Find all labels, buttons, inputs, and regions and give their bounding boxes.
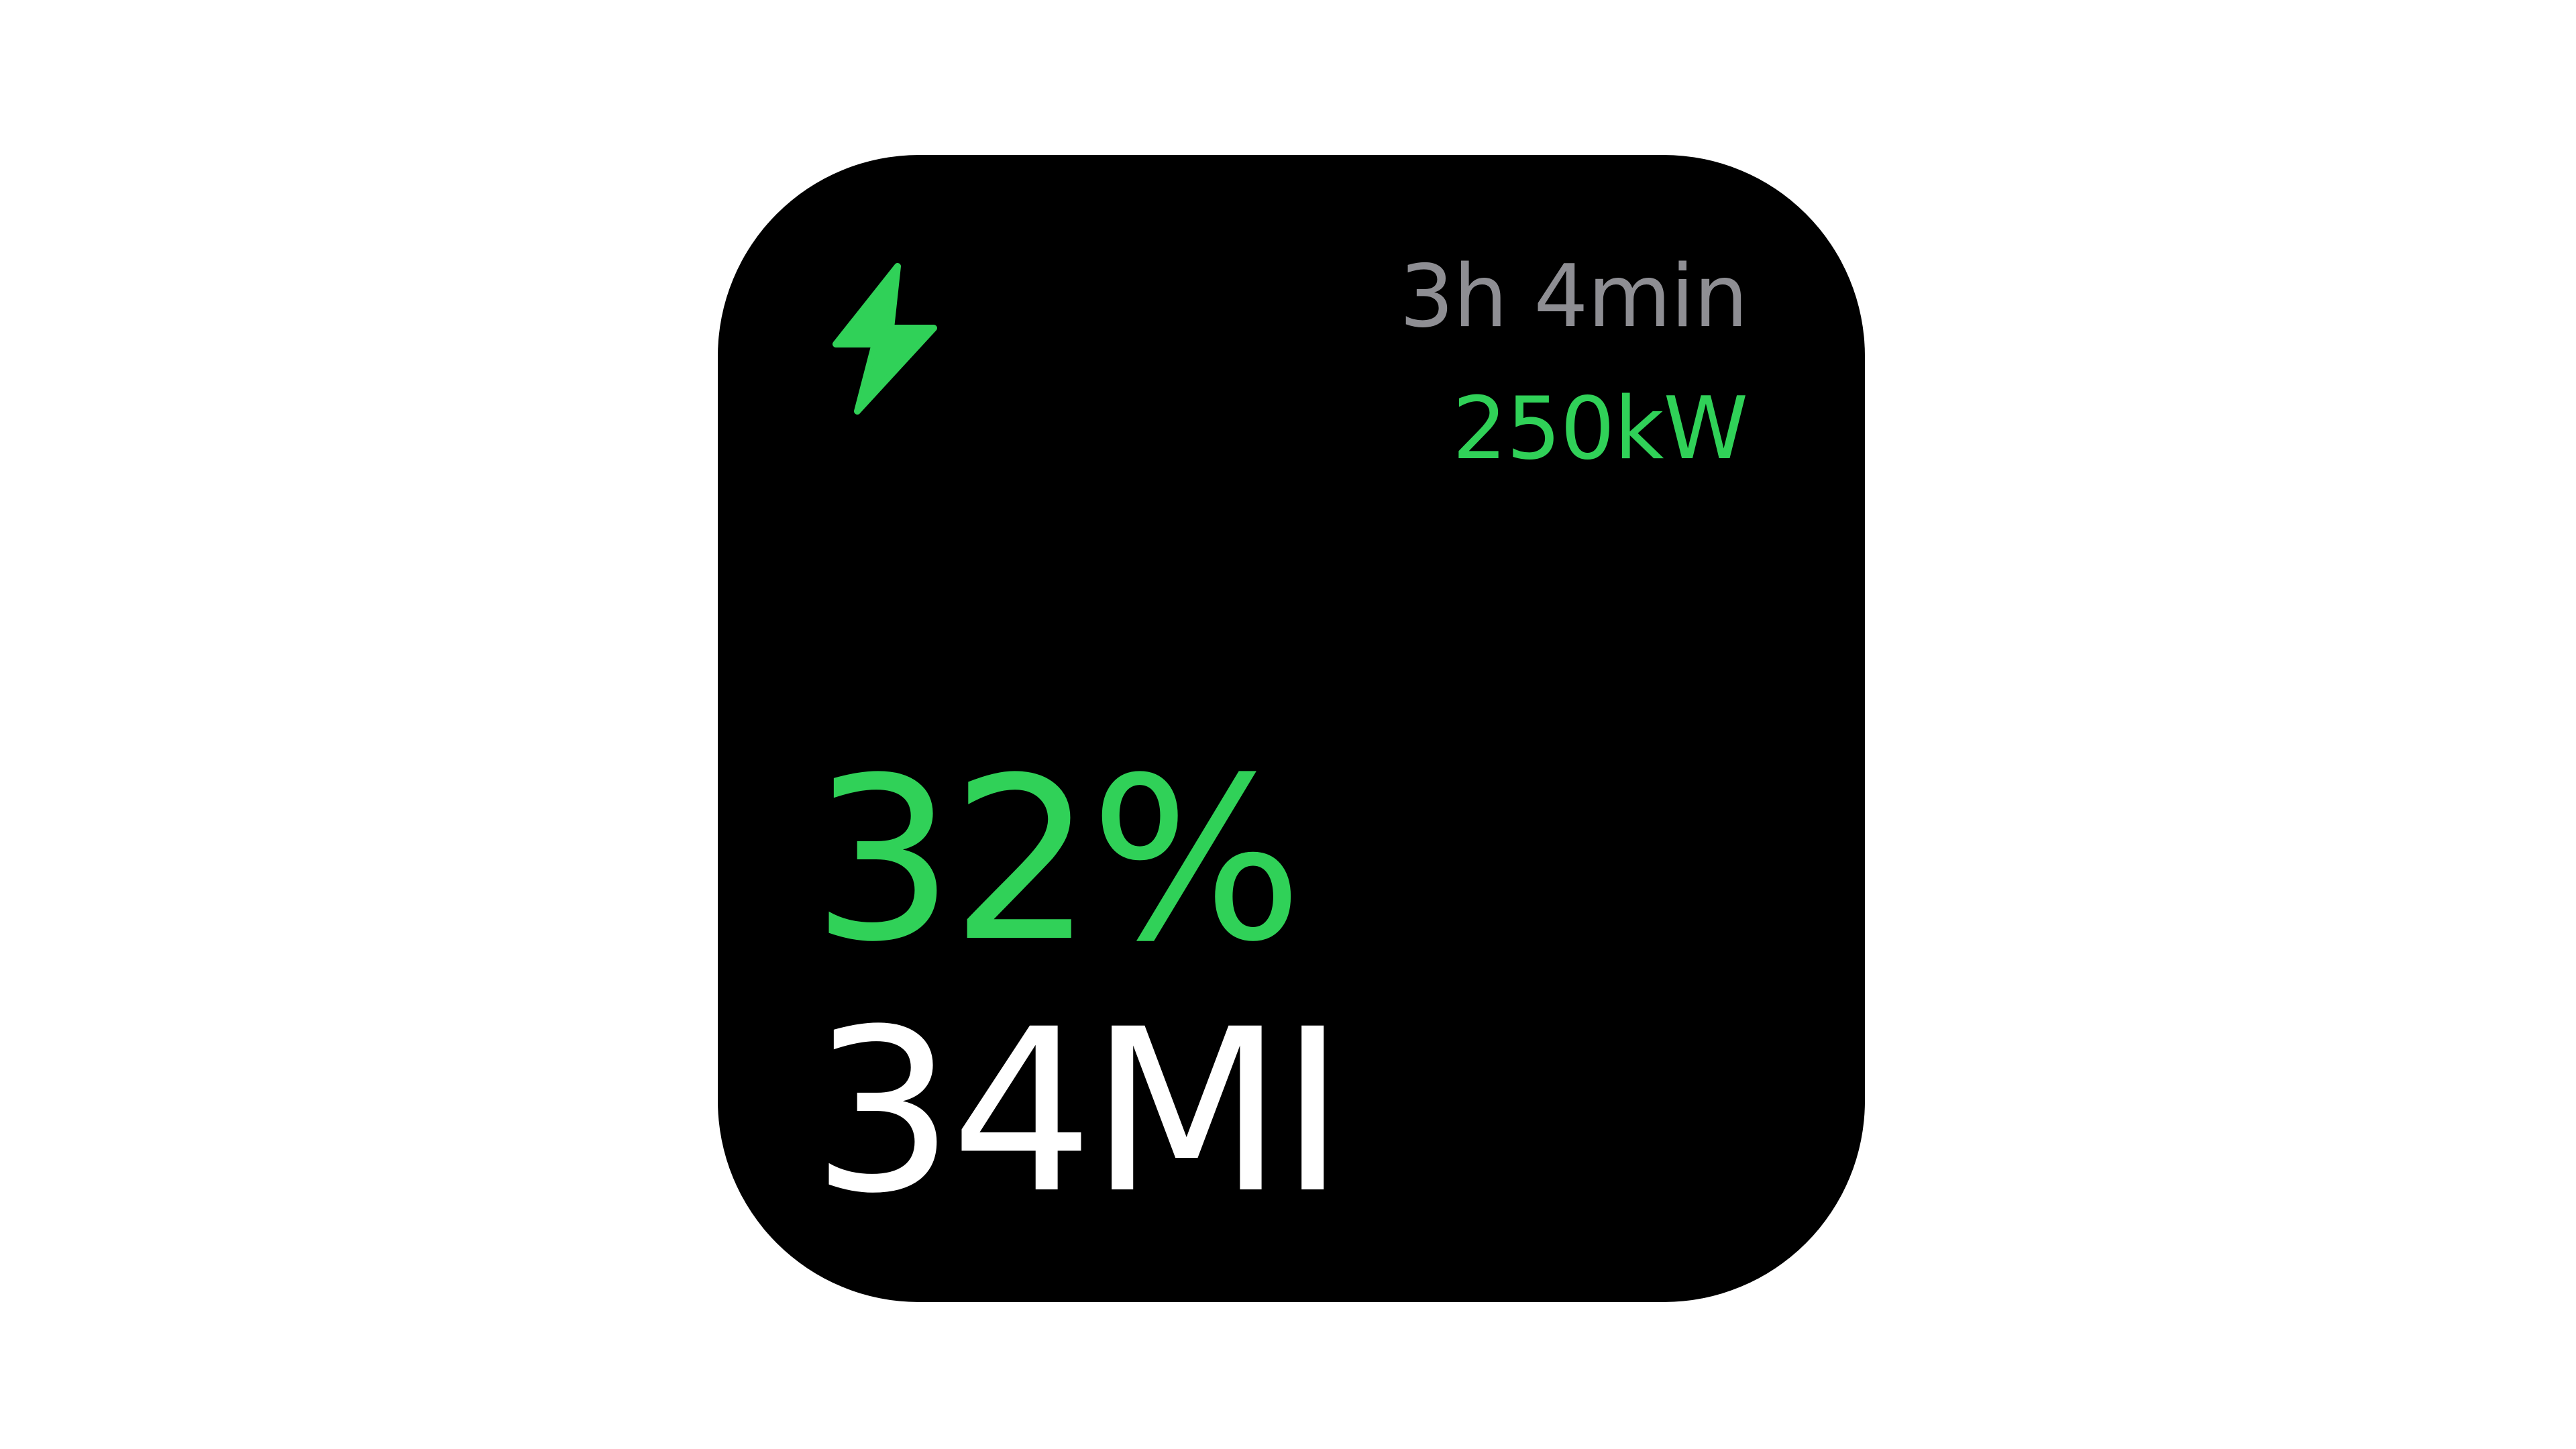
ev-charging-widget[interactable]: 3h 4min 250kW 32% 34MI	[718, 155, 1865, 1302]
range-remaining: 34MI	[812, 981, 1346, 1243]
charging-power: 250kW	[1452, 379, 1748, 479]
battery-percent: 32%	[812, 730, 1303, 991]
time-remaining: 3h 4min	[1399, 247, 1748, 347]
lightning-bolt-icon	[833, 263, 937, 415]
